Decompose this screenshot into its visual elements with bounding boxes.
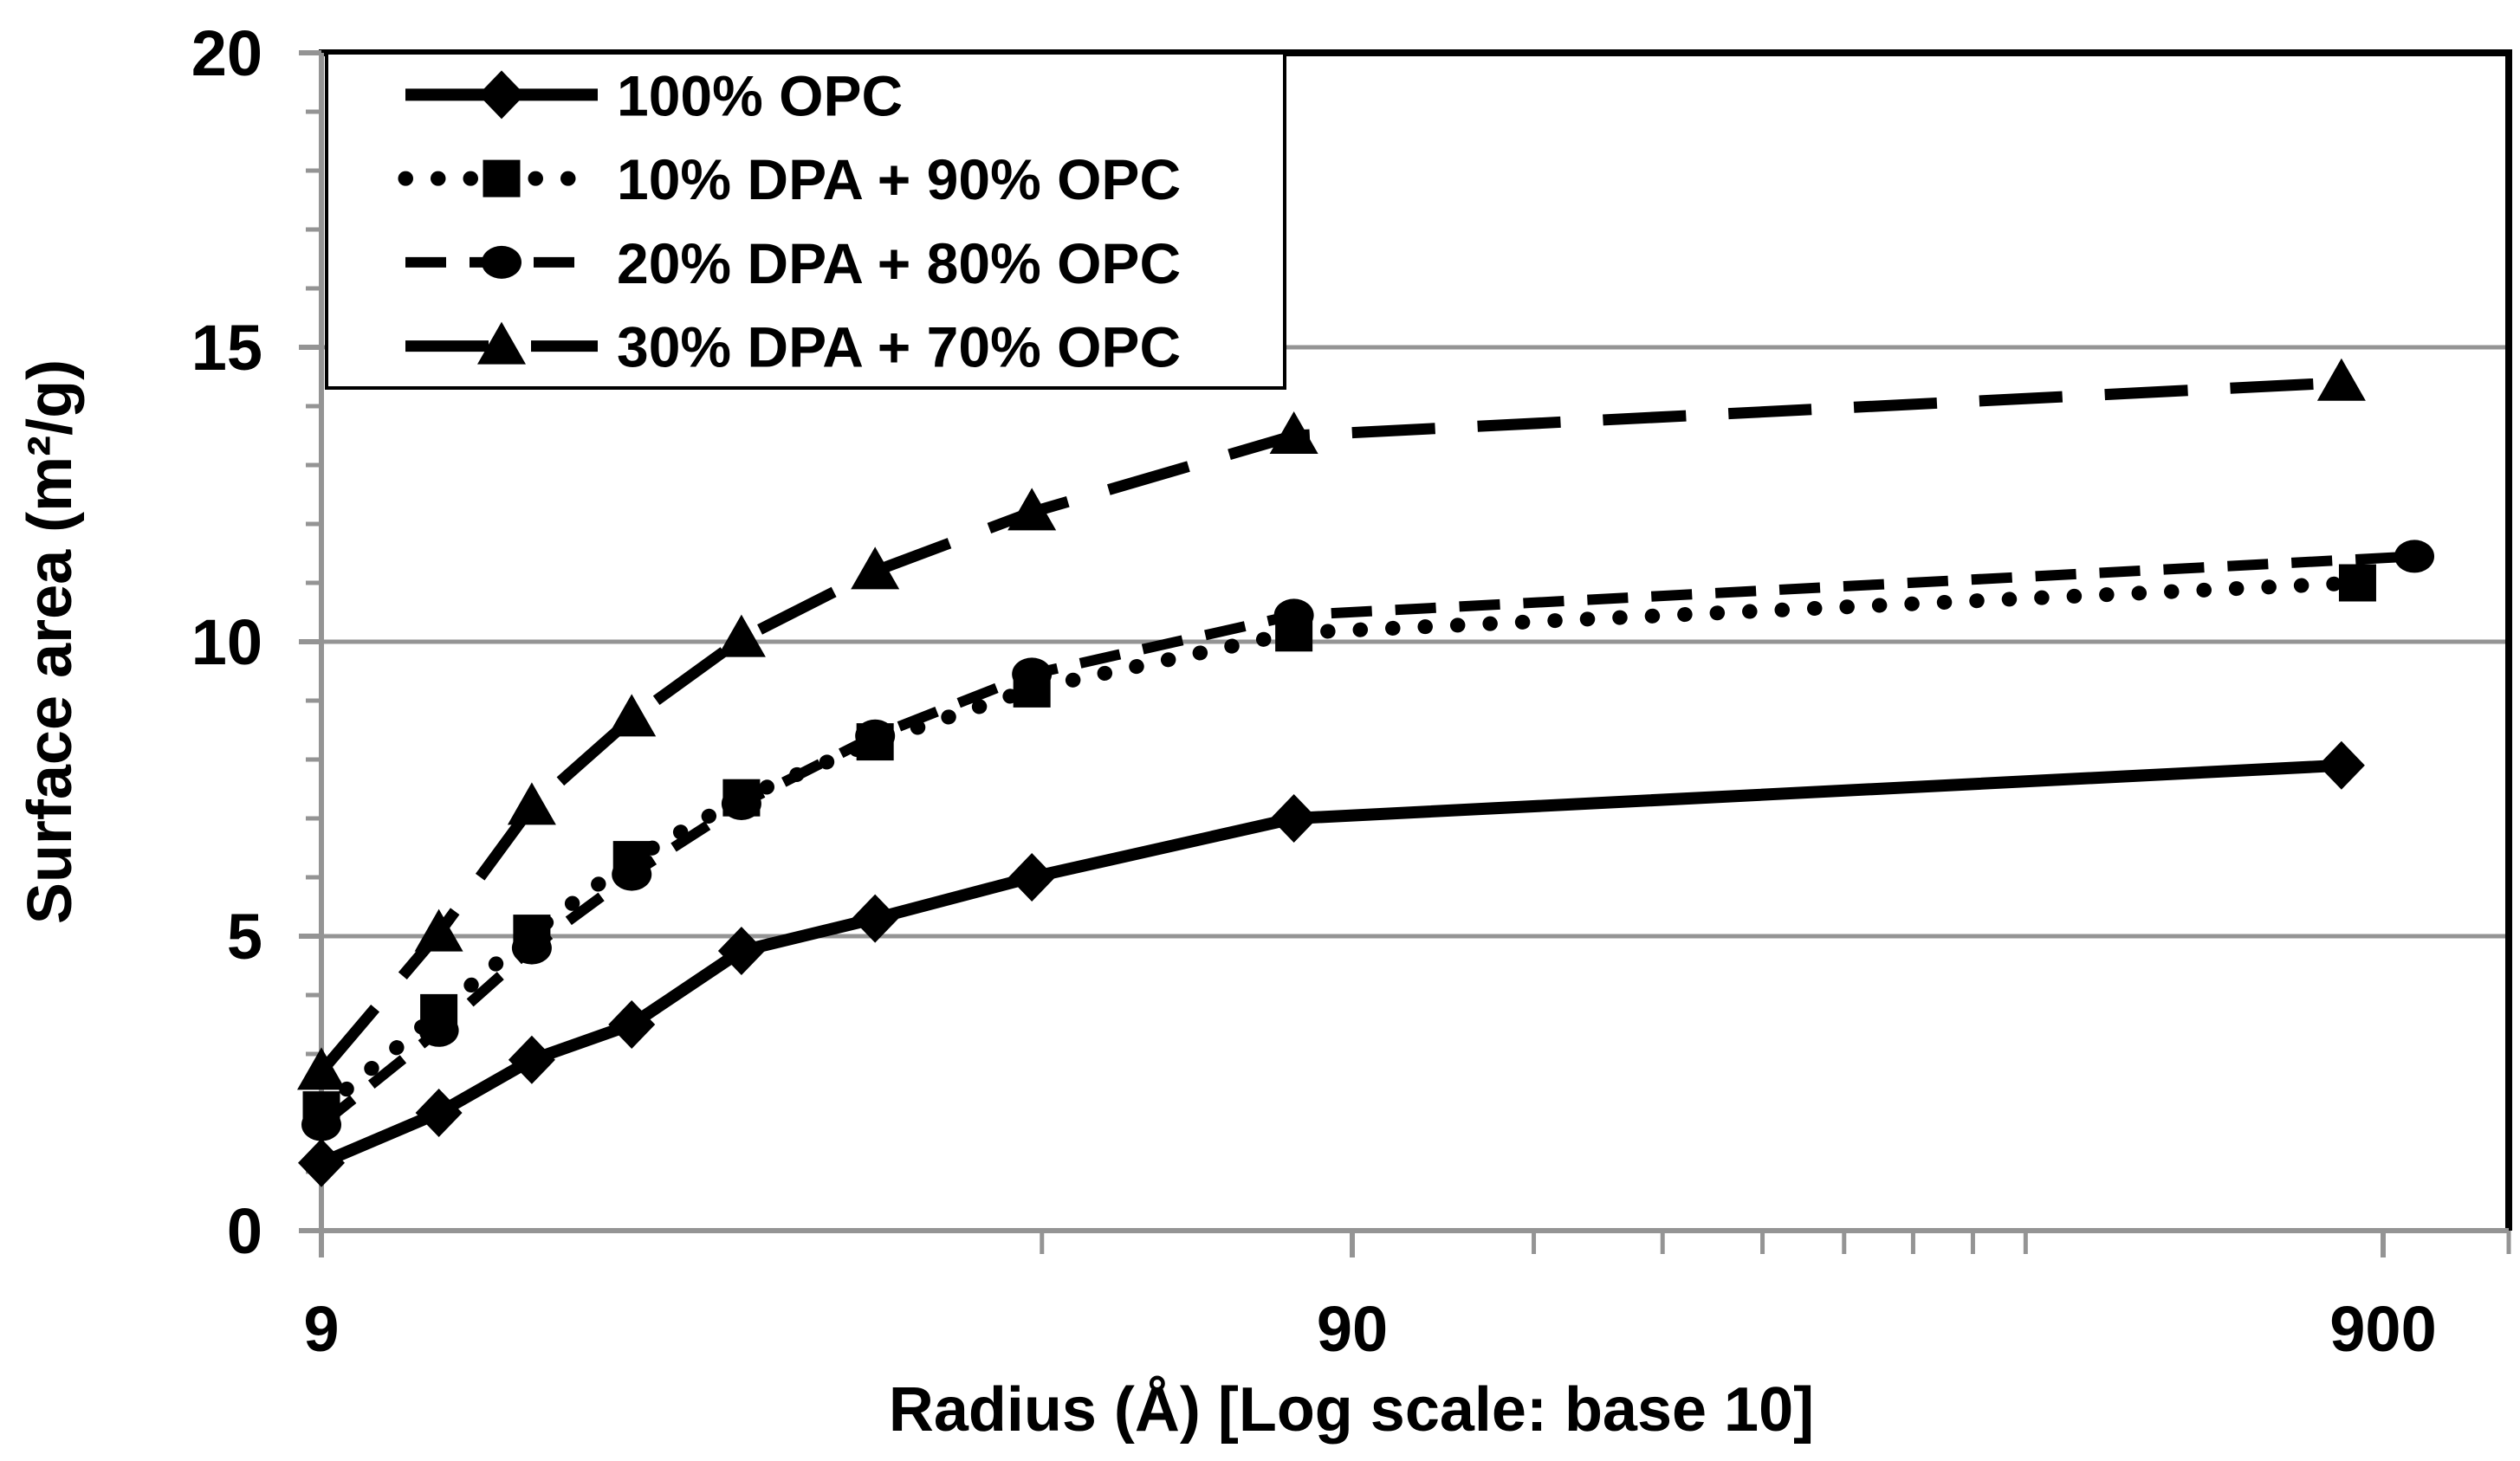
series-line-0 bbox=[319, 759, 2342, 1169]
legend-square-icon bbox=[483, 159, 521, 197]
series-0-marker-1 bbox=[415, 1089, 463, 1137]
series-2-marker-2 bbox=[511, 931, 552, 965]
legend-label-1: 10% DPA + 90% OPC bbox=[617, 147, 1181, 211]
y-tick-label-20: 20 bbox=[191, 17, 262, 89]
legend-item-2: 20% DPA + 80% OPC bbox=[405, 231, 1181, 295]
legend-label-3: 30% DPA + 70% OPC bbox=[617, 315, 1181, 379]
y-tick-label-15: 15 bbox=[191, 312, 262, 384]
legend-diamond-icon bbox=[478, 70, 525, 120]
series-3-marker-2 bbox=[507, 782, 556, 825]
y-tick-label-10: 10 bbox=[191, 606, 262, 678]
series-2-marker-3 bbox=[612, 857, 652, 891]
series-2-marker-8 bbox=[2394, 540, 2435, 573]
legend-triangle-icon bbox=[477, 321, 526, 365]
series-2-marker-6 bbox=[1012, 657, 1053, 691]
series-0-marker-8 bbox=[2317, 740, 2365, 790]
series-3-marker-1 bbox=[414, 908, 463, 952]
chart-root: 0 5 10 15 20 9 90 900 Radius (Å) [Log scale: bas… bbox=[16, 17, 2512, 1445]
legend-label-2: 20% DPA + 80% OPC bbox=[617, 231, 1181, 295]
legend-box bbox=[325, 51, 1286, 390]
series-2-marker-0 bbox=[301, 1108, 341, 1141]
x-tick-label-9: 9 bbox=[303, 1293, 339, 1365]
legend-label-0: 100% OPC bbox=[617, 63, 903, 127]
series-2-marker-4 bbox=[721, 787, 761, 820]
series-2-marker-7 bbox=[1273, 598, 1314, 632]
series-0-marker-5 bbox=[852, 894, 899, 943]
series-0-marker-2 bbox=[508, 1035, 555, 1084]
legend-item-3: 30% DPA + 70% OPC bbox=[405, 315, 1181, 379]
x-tick-label-900: 900 bbox=[2329, 1293, 2436, 1365]
series-0-marker-7 bbox=[1270, 794, 1318, 843]
series-3-marker-4 bbox=[716, 614, 766, 657]
series-0-marker-0 bbox=[298, 1138, 345, 1187]
series-circle bbox=[301, 540, 2435, 1141]
y-tick-label-0: 0 bbox=[227, 1195, 262, 1267]
series-3-marker-5 bbox=[851, 546, 900, 590]
legend-item-1: 10% DPA + 90% OPC bbox=[398, 147, 1181, 211]
series-diamond bbox=[298, 740, 2365, 1187]
series-0-marker-4 bbox=[717, 927, 765, 975]
legend-circle-icon bbox=[482, 245, 521, 279]
series-3-marker-0 bbox=[297, 1047, 346, 1090]
legend: 100% OPC 10% DPA + 90% OPC 20% DPA + 80% O… bbox=[325, 51, 1286, 390]
series-2-marker-5 bbox=[855, 719, 896, 753]
series-3-marker-7 bbox=[1269, 411, 1318, 454]
series-0-marker-6 bbox=[1008, 853, 1056, 902]
series-2-marker-1 bbox=[418, 1013, 459, 1047]
series-triangle bbox=[297, 358, 2366, 1090]
series-3-marker-8 bbox=[2316, 358, 2366, 401]
y-tick-label-5: 5 bbox=[227, 901, 262, 973]
series-1-marker-8 bbox=[2338, 564, 2376, 602]
series-3-marker-6 bbox=[1007, 488, 1057, 531]
series-3-marker-3 bbox=[607, 694, 657, 737]
legend-item-0: 100% OPC bbox=[405, 63, 903, 127]
series-0-marker-3 bbox=[608, 1000, 656, 1049]
series-square bbox=[302, 564, 2376, 1129]
x-axis-title: Radius (Å) [Log scale: base 10] bbox=[889, 1375, 1814, 1445]
y-axis-title: Surface area (m²/g) bbox=[16, 359, 85, 924]
x-tick-label-90: 90 bbox=[1317, 1293, 1388, 1365]
